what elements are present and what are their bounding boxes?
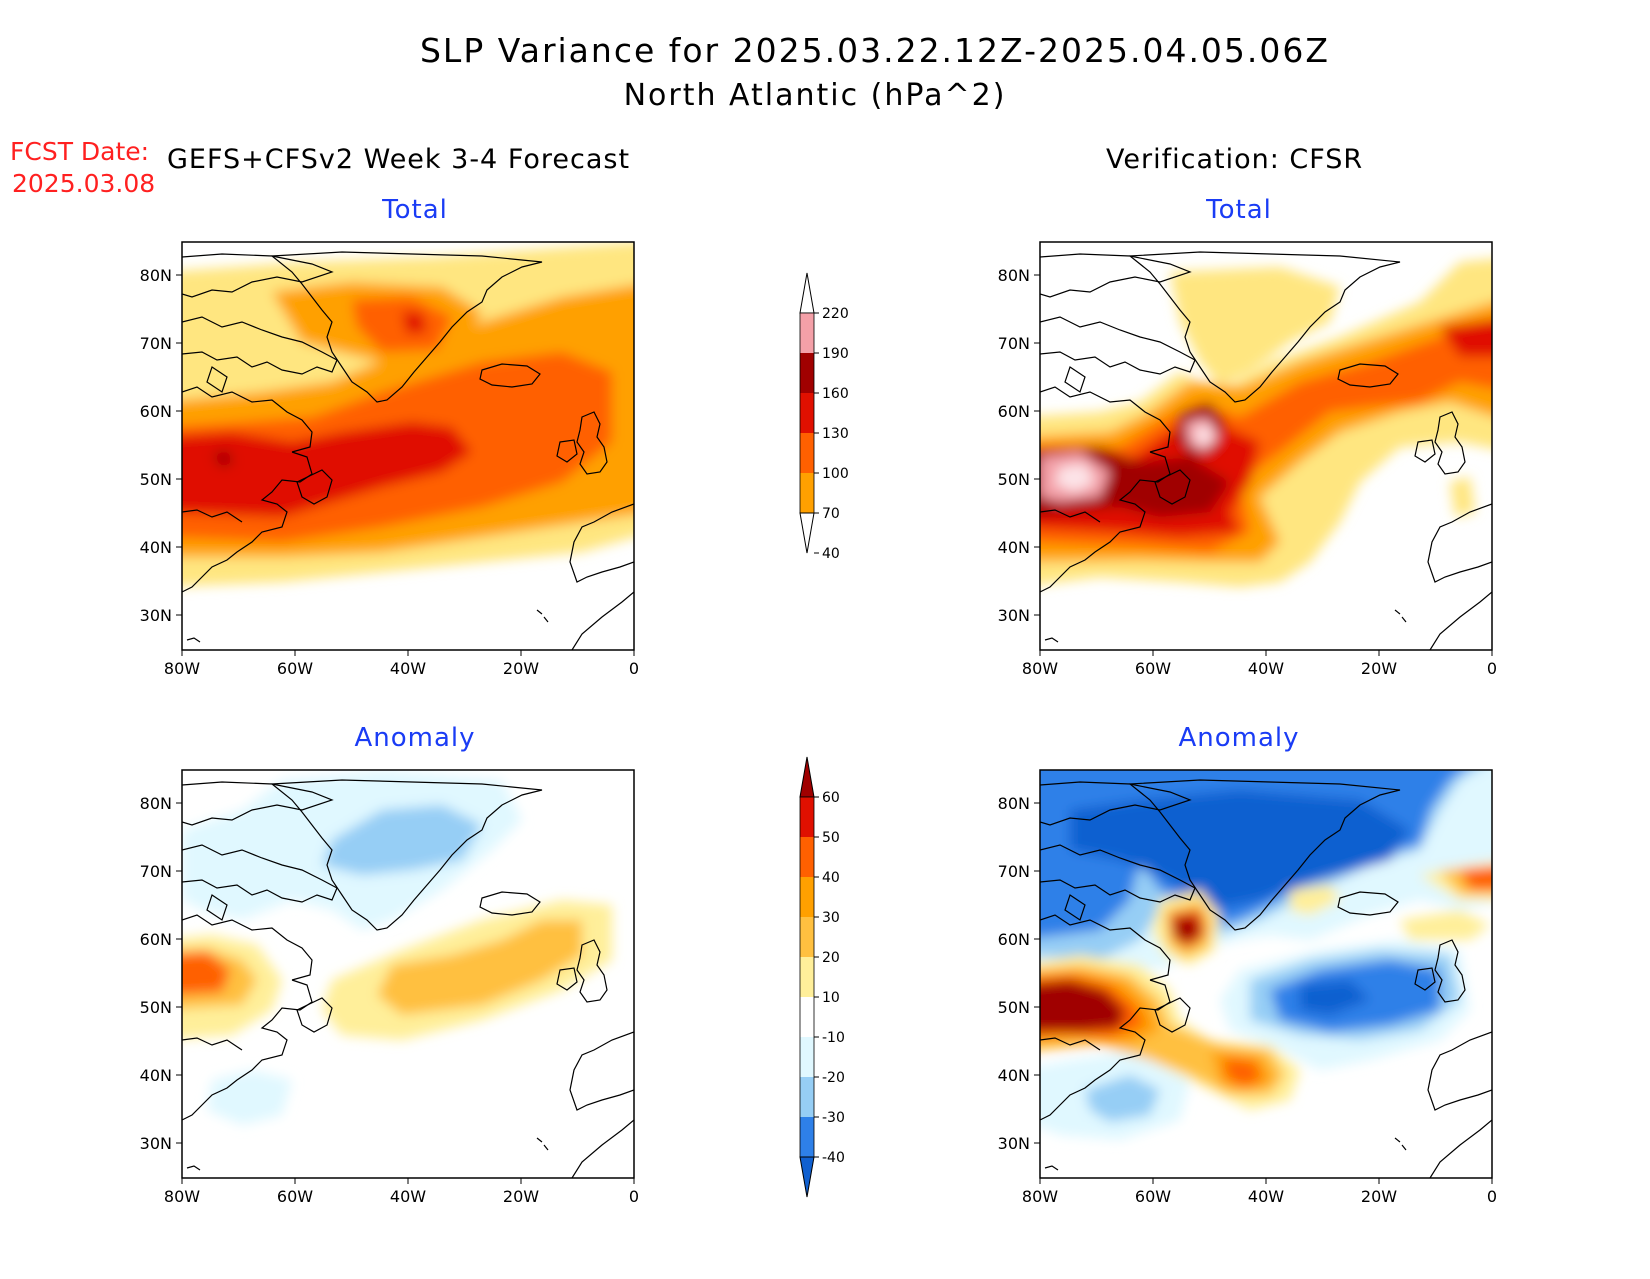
colorbar-level-label: -40 <box>822 1150 845 1166</box>
map-verification-total <box>1039 241 1493 651</box>
colorbar-anomaly: -40 -30 -20 -10 10 20 30 40 50 60 <box>799 756 845 1198</box>
map-verification-anomaly <box>1039 769 1493 1179</box>
colorbar-level-label: 20 <box>822 950 840 966</box>
colorbar-level-label: 190 <box>822 346 849 362</box>
lat-tick-label: 80N <box>998 794 1030 813</box>
colorbar-level-label: 10 <box>822 990 840 1006</box>
panel-title-verification-total: Total <box>1205 195 1272 225</box>
lat-tick-label: 40N <box>140 538 172 557</box>
lat-tick-label: 30N <box>140 606 172 625</box>
colorbar-level-label: 160 <box>822 386 849 402</box>
fcst-date-value: 2025.03.08 <box>12 169 155 198</box>
lat-tick-label: 80N <box>140 794 172 813</box>
colorbar-swatch <box>800 837 814 877</box>
lat-tick-label: 50N <box>140 470 172 489</box>
colorbar-swatch <box>800 957 814 997</box>
lat-tick-label: 40N <box>998 538 1030 557</box>
colorbar-swatch <box>800 917 814 957</box>
colorbar-total: 40 70 100 130 160 190 220 <box>799 272 849 562</box>
colorbar-swatch <box>800 313 814 353</box>
colorbar-level-label: 220 <box>822 306 849 322</box>
lat-tick-label: 70N <box>998 334 1030 353</box>
colorbar-level-label: 50 <box>822 830 840 846</box>
colorbar-level-label: 60 <box>822 790 840 806</box>
lat-tick-label: 50N <box>998 470 1030 489</box>
lon-tick-label: 20W <box>1361 1187 1397 1206</box>
colorbar-top-arrow <box>799 756 815 798</box>
panel-title-forecast-anomaly: Anomaly <box>354 723 475 753</box>
lat-tick-label: 50N <box>140 998 172 1017</box>
verification-heading: Verification: CFSR <box>1106 144 1363 175</box>
colorbar-level-label: -30 <box>822 1110 845 1126</box>
lon-tick-label: 60W <box>277 659 313 678</box>
lat-tick-label: 80N <box>140 266 172 285</box>
colorbar-swatch <box>800 1037 814 1077</box>
colorbar-swatch <box>800 1077 814 1117</box>
sub-title: North Atlantic (hPa^2) <box>624 78 1007 113</box>
lat-tick-label: 70N <box>140 862 172 881</box>
colorbar-swatch <box>800 433 814 473</box>
lon-tick-label: 80W <box>1022 659 1058 678</box>
lon-tick-label: 40W <box>1248 659 1284 678</box>
lon-tick-label: 0 <box>1487 1187 1497 1206</box>
lon-tick-label: 0 <box>629 659 639 678</box>
lon-tick-label: 0 <box>1487 659 1497 678</box>
lon-tick-label: 80W <box>164 659 200 678</box>
lat-tick-label: 60N <box>998 402 1030 421</box>
lon-tick-label: 20W <box>503 1187 539 1206</box>
colorbar-swatch <box>800 353 814 393</box>
lat-tick-label: 60N <box>140 402 172 421</box>
lon-tick-label: 60W <box>1135 659 1171 678</box>
lon-tick-label: 80W <box>1022 1187 1058 1206</box>
colorbar-level-label: 30 <box>822 910 840 926</box>
lon-tick-label: 20W <box>1361 659 1397 678</box>
colorbar-level-label: -20 <box>822 1070 845 1086</box>
colorbar-swatch <box>800 997 814 1037</box>
lat-tick-label: 70N <box>998 862 1030 881</box>
lat-tick-label: 30N <box>140 1134 172 1153</box>
colorbar-swatch <box>800 797 814 837</box>
lat-tick-label: 60N <box>998 930 1030 949</box>
lat-tick-label: 80N <box>998 266 1030 285</box>
lon-tick-label: 40W <box>390 659 426 678</box>
colorbar-level-label: 100 <box>822 466 849 482</box>
lon-tick-label: 80W <box>164 1187 200 1206</box>
lat-tick-label: 40N <box>140 1066 172 1085</box>
lon-tick-label: 20W <box>503 659 539 678</box>
colorbar-bottom-arrow <box>799 512 815 554</box>
map-forecast-total <box>181 241 635 651</box>
main-title: SLP Variance for 2025.03.22.12Z-2025.04.… <box>420 31 1330 70</box>
lat-tick-label: 70N <box>140 334 172 353</box>
lat-tick-label: 40N <box>998 1066 1030 1085</box>
lat-tick-label: 50N <box>998 998 1030 1017</box>
panel-title-forecast-total: Total <box>381 195 448 225</box>
lon-tick-label: 60W <box>1135 1187 1171 1206</box>
colorbar-bottom-arrow <box>799 1156 815 1198</box>
colorbar-level-label: 40 <box>822 870 840 886</box>
colorbar-swatch <box>800 473 814 513</box>
lat-tick-label: 30N <box>998 606 1030 625</box>
colorbar-swatch <box>800 1117 814 1157</box>
fcst-date-label: FCST Date: <box>10 137 149 166</box>
lat-tick-label: 30N <box>998 1134 1030 1153</box>
colorbar-level-label: -10 <box>822 1030 845 1046</box>
colorbar-level-label: 130 <box>822 426 849 442</box>
axis-labels: 80W 60W 40W 20W 0 80N 70N 60N 50N 40N 30N 80W 60W 40W… <box>140 266 1497 1206</box>
lon-tick-label: 40W <box>1248 1187 1284 1206</box>
lon-tick-label: 0 <box>629 1187 639 1206</box>
map-forecast-anomaly <box>181 769 635 1179</box>
colorbar-level-label: 70 <box>822 506 840 522</box>
lon-tick-label: 40W <box>390 1187 426 1206</box>
colorbar-swatch <box>800 393 814 433</box>
colorbar-top-arrow <box>799 272 815 314</box>
panel-title-verification-anomaly: Anomaly <box>1178 723 1299 753</box>
colorbar-swatch <box>800 877 814 917</box>
colorbar-level-label: 40 <box>822 546 840 562</box>
forecast-heading: GEFS+CFSv2 Week 3-4 Forecast <box>167 144 630 175</box>
lon-tick-label: 60W <box>277 1187 313 1206</box>
lat-tick-label: 60N <box>140 930 172 949</box>
